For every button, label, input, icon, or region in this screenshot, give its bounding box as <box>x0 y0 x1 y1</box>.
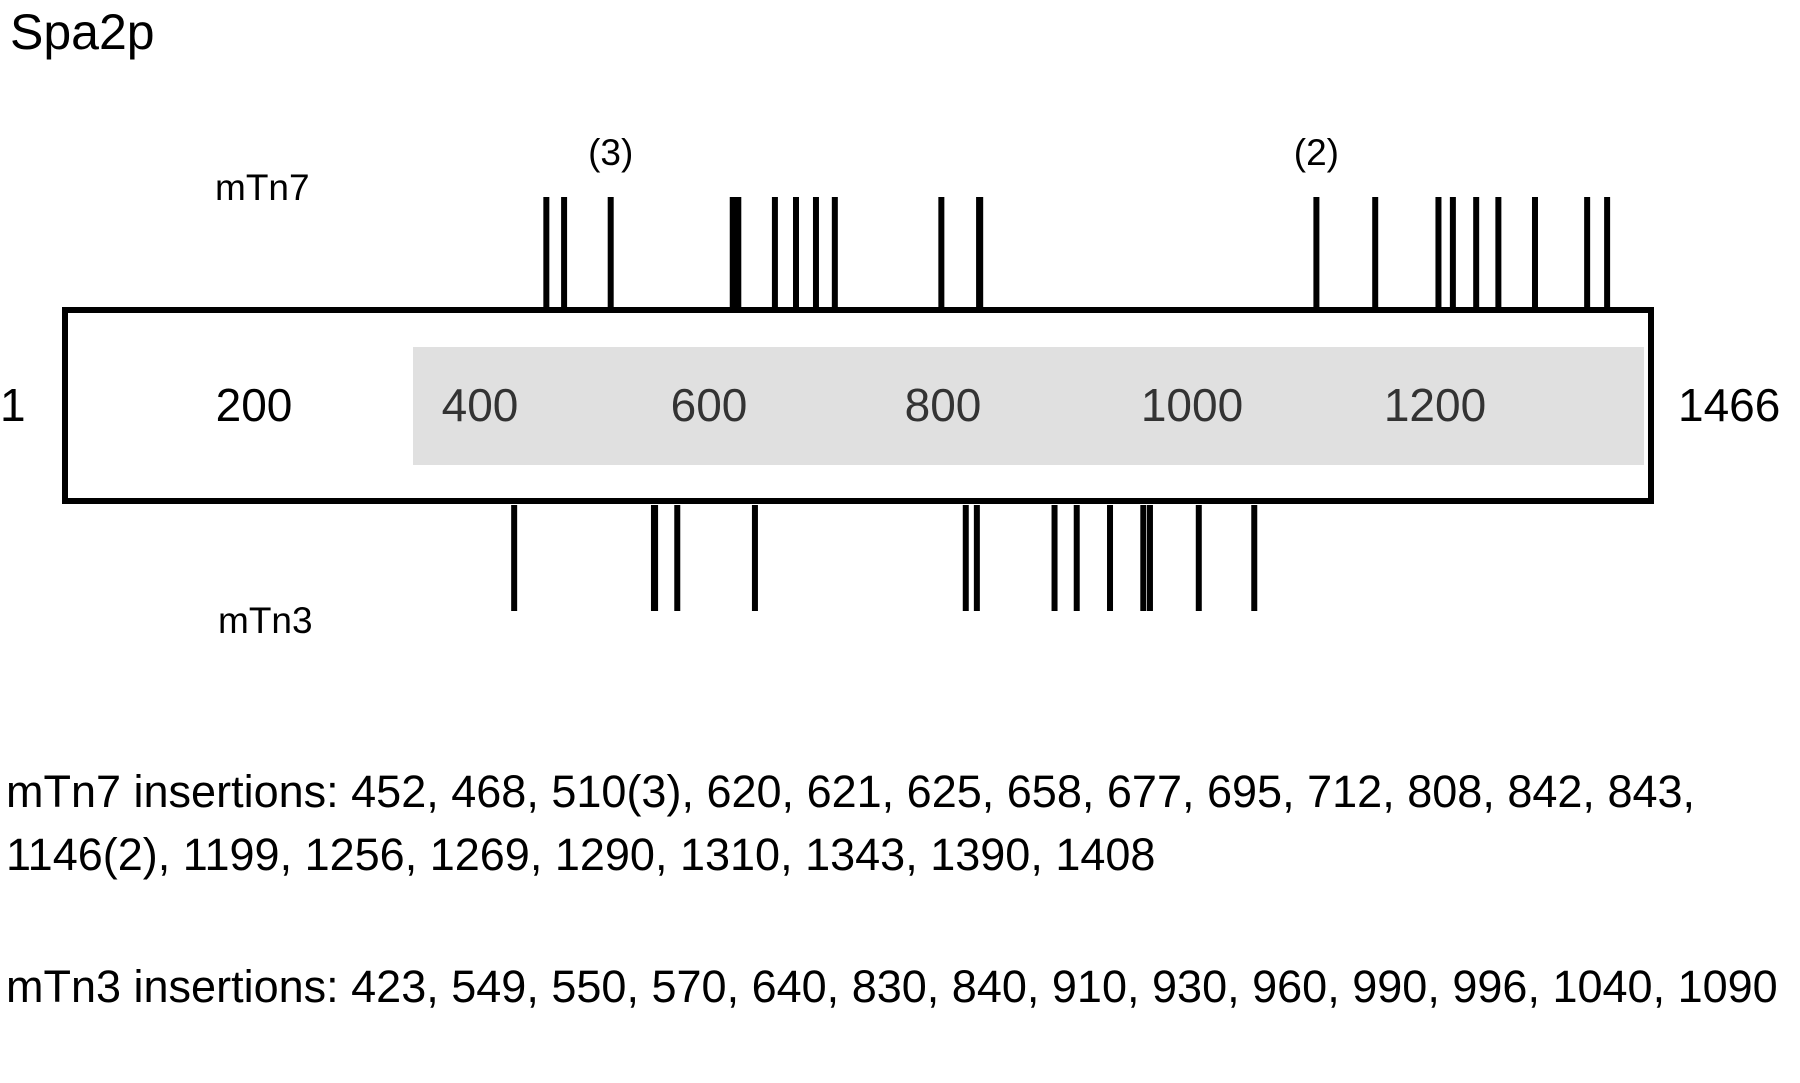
insertion-value: 510(3) <box>551 766 682 817</box>
insertion-value: 658 <box>1006 766 1082 817</box>
insertion-value: 549 <box>451 961 527 1012</box>
insertion-value: 1256 <box>304 829 405 880</box>
insertion-value: 570 <box>651 961 727 1012</box>
insertion-value: 1290 <box>554 829 655 880</box>
start-label: 1 <box>0 379 26 431</box>
insertion-value: 468 <box>451 766 527 817</box>
insertion-value: 842 <box>1507 766 1583 817</box>
insertion-value: 1343 <box>805 829 906 880</box>
insertion-value: 695 <box>1207 766 1283 817</box>
mtn3-insertions: mTn3 insertions: 423, 549, 550, 570, 640… <box>6 961 1778 1012</box>
mtn7-label: mTn7 <box>215 167 310 208</box>
insertion-value: 677 <box>1106 766 1182 817</box>
insertion-value: 550 <box>551 961 627 1012</box>
insertion-value: 840 <box>951 961 1027 1012</box>
diagram: Spa2p mTn7 mTn3 1 1466 200 400 600 800 1… <box>0 4 1780 641</box>
insertion-value: 990 <box>1352 961 1428 1012</box>
insertion-value: 712 <box>1307 766 1383 817</box>
insertion-value: 1146(2) <box>6 829 158 880</box>
mtn7-insertions: mTn7 insertions: 452, 468, 510(3), 620, … <box>6 766 1696 880</box>
insertion-value: 620 <box>706 766 782 817</box>
insertion-value: 1408 <box>1055 829 1156 880</box>
insertion-value: 1269 <box>429 829 530 880</box>
insertion-value: 910 <box>1051 961 1127 1012</box>
insertion-value: 640 <box>751 961 827 1012</box>
insertion-value: 1090 <box>1677 961 1778 1012</box>
insertion-count: (2) <box>1294 132 1339 173</box>
insertion-value: 1199 <box>182 829 280 880</box>
scale-label: 1200 <box>1384 379 1486 431</box>
insertion-value: 621 <box>806 766 882 817</box>
insertion-value: 808 <box>1407 766 1483 817</box>
end-label: 1466 <box>1678 379 1780 431</box>
insertion-value: 452 <box>351 766 427 817</box>
scale-label: 600 <box>671 379 748 431</box>
insertion-value: 1390 <box>930 829 1031 880</box>
insertion-value: 1040 <box>1552 961 1653 1012</box>
insertion-value: 960 <box>1252 961 1328 1012</box>
insertion-value: 830 <box>851 961 927 1012</box>
insertion-value: 930 <box>1152 961 1228 1012</box>
insertion-count: (3) <box>588 132 633 173</box>
insertions-prefix: mTn7 insertions: <box>6 766 339 817</box>
insertion-value: 423 <box>351 961 427 1012</box>
domain-band <box>413 347 1644 465</box>
insertions-prefix: mTn3 insertions: <box>6 961 339 1012</box>
insertion-value: 996 <box>1452 961 1528 1012</box>
insertion-value: 1310 <box>679 829 781 880</box>
title: Spa2p <box>10 4 155 60</box>
insertion-value: 843 <box>1607 766 1683 817</box>
insertion-value: 625 <box>906 766 982 817</box>
mtn3-label: mTn3 <box>218 600 313 641</box>
scale-label: 200 <box>216 379 293 431</box>
scale-label: 800 <box>905 379 982 431</box>
scale-label: 400 <box>442 379 519 431</box>
scale-label: 1000 <box>1141 379 1243 431</box>
